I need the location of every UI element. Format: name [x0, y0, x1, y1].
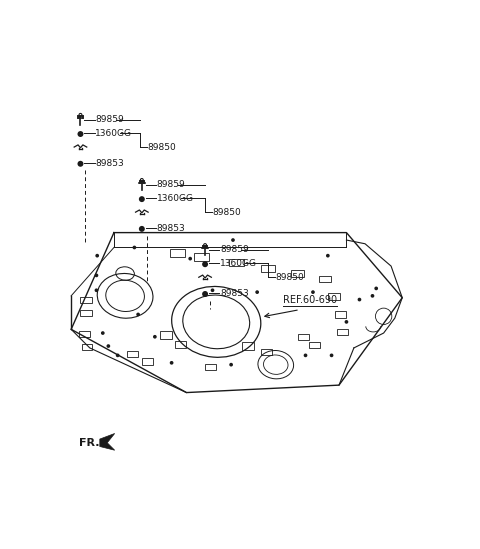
- Bar: [261, 265, 275, 272]
- Bar: [229, 259, 244, 266]
- Text: 89853: 89853: [96, 159, 124, 167]
- Circle shape: [358, 298, 361, 301]
- Circle shape: [116, 354, 120, 357]
- Circle shape: [371, 294, 374, 298]
- Bar: [194, 253, 209, 261]
- Text: 89850: 89850: [276, 273, 304, 282]
- Bar: [205, 363, 216, 370]
- Circle shape: [255, 290, 259, 294]
- Bar: [127, 350, 138, 357]
- Circle shape: [229, 363, 233, 367]
- Circle shape: [136, 312, 140, 316]
- Circle shape: [211, 288, 215, 292]
- Circle shape: [95, 273, 98, 277]
- Circle shape: [326, 254, 330, 257]
- Text: 89853: 89853: [220, 289, 249, 298]
- Bar: [298, 334, 309, 340]
- Circle shape: [374, 287, 378, 290]
- Bar: [261, 349, 272, 355]
- Bar: [335, 311, 347, 318]
- Circle shape: [231, 238, 235, 242]
- Circle shape: [202, 291, 208, 297]
- Bar: [337, 329, 348, 335]
- Circle shape: [77, 161, 84, 167]
- Circle shape: [188, 257, 192, 261]
- Text: 89850: 89850: [213, 208, 241, 217]
- Bar: [242, 343, 254, 350]
- Circle shape: [153, 335, 157, 339]
- Text: FR.: FR.: [79, 438, 100, 448]
- Text: 89859: 89859: [96, 115, 124, 124]
- Text: 1360GG: 1360GG: [156, 194, 194, 203]
- Text: REF.60-690: REF.60-690: [283, 295, 337, 305]
- Bar: [319, 276, 331, 282]
- Circle shape: [139, 196, 145, 202]
- Circle shape: [304, 354, 307, 357]
- Circle shape: [170, 361, 173, 365]
- Bar: [328, 293, 340, 300]
- Bar: [170, 249, 185, 257]
- Text: 1360GG: 1360GG: [96, 129, 132, 138]
- Circle shape: [330, 354, 334, 357]
- Circle shape: [107, 344, 110, 348]
- Circle shape: [95, 288, 98, 292]
- Text: 89853: 89853: [156, 223, 185, 233]
- Bar: [81, 310, 92, 316]
- Circle shape: [139, 226, 145, 232]
- Circle shape: [345, 320, 348, 324]
- Bar: [142, 358, 153, 365]
- Bar: [290, 270, 304, 277]
- Bar: [160, 331, 172, 339]
- Circle shape: [132, 245, 136, 249]
- Circle shape: [77, 131, 84, 137]
- Bar: [175, 341, 186, 348]
- Circle shape: [96, 254, 99, 257]
- Bar: [309, 341, 320, 348]
- Circle shape: [202, 261, 208, 267]
- Text: 1360GG: 1360GG: [220, 259, 257, 268]
- Bar: [79, 331, 90, 337]
- Text: 89859: 89859: [220, 245, 249, 254]
- Text: 89859: 89859: [156, 180, 185, 189]
- Circle shape: [311, 290, 315, 294]
- Text: 89850: 89850: [147, 143, 176, 152]
- Bar: [81, 296, 92, 303]
- Polygon shape: [100, 434, 115, 450]
- Circle shape: [101, 331, 105, 335]
- Bar: [83, 344, 92, 350]
